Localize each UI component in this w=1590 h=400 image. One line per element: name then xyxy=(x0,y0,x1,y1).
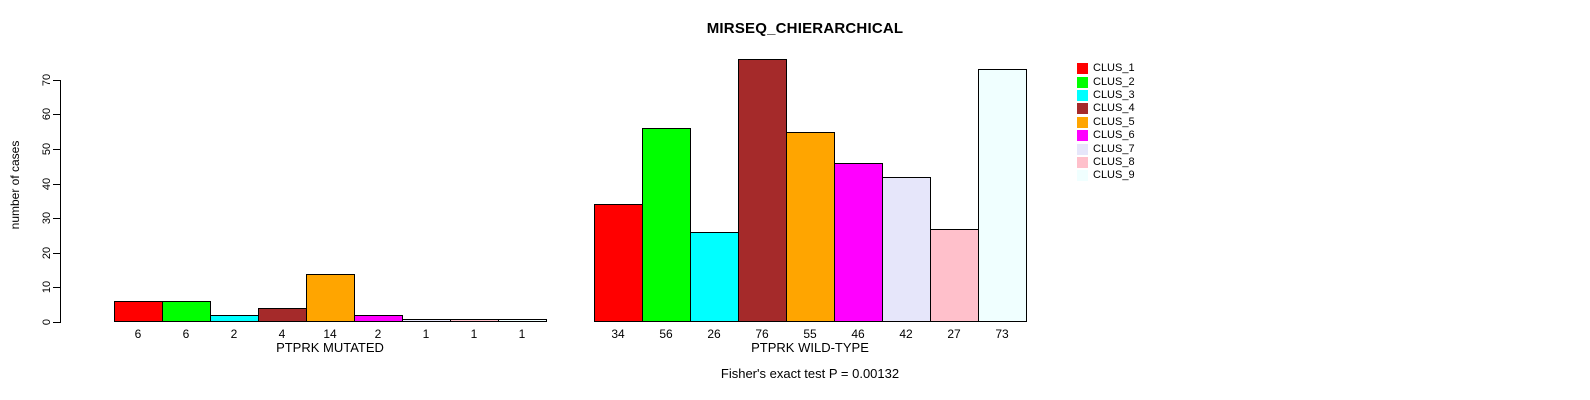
legend-item: CLUS_8 xyxy=(1077,156,1135,169)
x-axis-label-mutated: PTPRK MUTATED xyxy=(276,340,384,355)
legend-swatch xyxy=(1077,76,1088,88)
bar-value-label: 6 xyxy=(182,327,190,341)
bar-clus_5-group2 xyxy=(786,132,835,322)
legend: CLUS_1 CLUS_2 CLUS_3 CLUS_4 CLUS_5 CLUS_6 CLUS… xyxy=(1077,62,1135,183)
legend-swatch xyxy=(1077,89,1088,101)
y-tick xyxy=(53,218,60,219)
legend-item: CLUS_7 xyxy=(1077,142,1135,155)
y-tick-label: 40 xyxy=(41,177,53,191)
chart-title: MIRSEQ_CHIERARCHICAL xyxy=(706,20,904,37)
bar-clus_6-group1 xyxy=(354,315,403,322)
y-tick xyxy=(53,253,60,254)
legend-item: CLUS_3 xyxy=(1077,89,1135,102)
y-tick-label: 60 xyxy=(41,107,53,121)
y-tick-label: 30 xyxy=(41,211,53,225)
bar-clus_7-group2 xyxy=(882,177,931,322)
y-tick xyxy=(53,114,60,115)
x-axis-label-wild-type: PTPRK WILD-TYPE xyxy=(751,340,869,355)
legend-label: CLUS_8 xyxy=(1093,155,1135,168)
legend-item: CLUS_5 xyxy=(1077,116,1135,129)
y-tick xyxy=(53,184,60,185)
legend-item: CLUS_9 xyxy=(1077,169,1135,182)
bar-value-label: 1 xyxy=(518,327,526,341)
y-tick xyxy=(53,287,60,288)
bar-clus_2-group1 xyxy=(162,301,211,322)
bar-clus_8-group1 xyxy=(450,319,499,322)
bar-value-label: 56 xyxy=(659,327,673,341)
legend-item: CLUS_2 xyxy=(1077,75,1135,88)
legend-item: CLUS_1 xyxy=(1077,62,1135,75)
y-tick-label: 20 xyxy=(41,246,53,260)
bar-value-label: 34 xyxy=(611,327,625,341)
legend-label: CLUS_7 xyxy=(1093,142,1135,155)
legend-label: CLUS_6 xyxy=(1093,129,1135,142)
bar-value-label: 14 xyxy=(323,327,337,341)
y-tick xyxy=(53,322,60,323)
bar-value-label: 76 xyxy=(755,327,769,341)
bar-clus_6-group2 xyxy=(834,163,883,322)
legend-swatch xyxy=(1077,170,1088,182)
bar-clus_4-group1 xyxy=(258,308,307,322)
bar-value-label: 1 xyxy=(470,327,478,341)
legend-item: CLUS_4 xyxy=(1077,102,1135,115)
bar-value-label: 55 xyxy=(803,327,817,341)
bar-value-label: 26 xyxy=(707,327,721,341)
legend-label: CLUS_5 xyxy=(1093,115,1135,128)
y-tick-label: 10 xyxy=(41,280,53,294)
bar-value-label: 4 xyxy=(278,327,286,341)
y-axis-label: number of cases xyxy=(8,140,22,230)
bar-value-label: 42 xyxy=(899,327,913,341)
bar-clus_9-group1 xyxy=(498,319,547,322)
bar-clus_4-group2 xyxy=(738,59,787,322)
y-axis xyxy=(60,80,61,323)
legend-label: CLUS_4 xyxy=(1093,102,1135,115)
legend-label: CLUS_1 xyxy=(1093,62,1135,75)
bar-value-label: 27 xyxy=(947,327,961,341)
y-tick xyxy=(53,149,60,150)
bar-clus_2-group2 xyxy=(642,128,691,322)
y-tick-label: 70 xyxy=(41,73,53,87)
bar-clus_1-group2 xyxy=(594,204,643,322)
bar-clus_3-group1 xyxy=(210,315,259,322)
bar-clus_3-group2 xyxy=(690,232,739,322)
bar-clus_1-group1 xyxy=(114,301,163,322)
bar-value-label: 2 xyxy=(230,327,238,341)
legend-swatch xyxy=(1077,130,1088,142)
legend-swatch xyxy=(1077,116,1088,128)
y-tick-label: 50 xyxy=(41,142,53,156)
y-tick xyxy=(53,80,60,81)
bar-clus_5-group1 xyxy=(306,274,355,322)
bar-clus_9-group2 xyxy=(978,69,1027,322)
bar-value-label: 46 xyxy=(851,327,865,341)
legend-swatch xyxy=(1077,63,1088,75)
footer-annotation: Fisher's exact test P = 0.00132 xyxy=(720,366,900,381)
legend-swatch xyxy=(1077,103,1088,115)
bar-value-label: 2 xyxy=(374,327,382,341)
legend-label: CLUS_2 xyxy=(1093,75,1135,88)
legend-swatch xyxy=(1077,156,1088,168)
legend-item: CLUS_6 xyxy=(1077,129,1135,142)
bar-value-label: 6 xyxy=(134,327,142,341)
bar-value-label: 1 xyxy=(422,327,430,341)
bar-clus_7-group1 xyxy=(402,319,451,322)
bar-value-label: 73 xyxy=(995,327,1009,341)
legend-label: CLUS_3 xyxy=(1093,88,1135,101)
y-tick-label: 0 xyxy=(41,318,53,326)
legend-label: CLUS_9 xyxy=(1093,169,1135,182)
bar-clus_8-group2 xyxy=(930,229,979,322)
legend-swatch xyxy=(1077,143,1088,155)
